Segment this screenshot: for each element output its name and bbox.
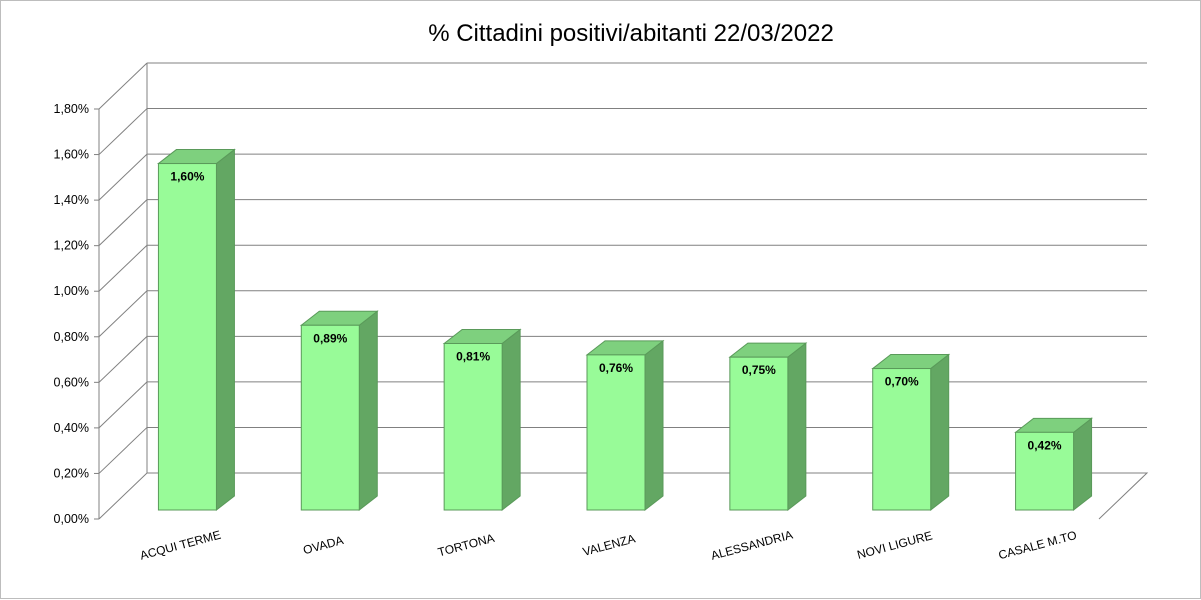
- bar-side: [215, 148, 235, 512]
- bar: 0,42%: [1014, 417, 1094, 512]
- data-label: 0,70%: [885, 375, 919, 389]
- gridline-diagonal: [98, 290, 148, 338]
- bar: 0,76%: [585, 339, 665, 512]
- bar: 1,60%: [156, 148, 236, 512]
- bars: 1,60% 0,89% 0,81% 0,76% 0,75% 0,70% 0,42%: [156, 148, 1094, 512]
- bar: 0,89%: [299, 310, 379, 512]
- bar-front: [300, 324, 360, 511]
- y-tick-label: 1,80%: [54, 102, 89, 116]
- y-tick-label: 1,60%: [54, 148, 89, 162]
- x-tick-label: OVADA: [302, 533, 345, 557]
- bar-front: [729, 356, 789, 511]
- y-tick-label: 0,00%: [54, 512, 89, 526]
- gridline-diagonal: [98, 427, 148, 474]
- gridline-diagonal: [98, 62, 148, 110]
- gridline-diagonal: [98, 244, 148, 292]
- bar-side: [358, 310, 378, 512]
- y-tick-label: 0,40%: [54, 421, 89, 435]
- x-tick-label: ALESSANDRIA: [709, 528, 794, 563]
- bar: 0,75%: [728, 342, 808, 512]
- gridline-diagonal: [98, 199, 148, 247]
- data-label: 0,42%: [1028, 438, 1062, 452]
- x-tick-label: TORTONA: [436, 531, 496, 560]
- gridline-diagonal: [98, 335, 148, 383]
- bar-front: [1015, 431, 1075, 511]
- bar: 0,70%: [871, 353, 951, 512]
- y-axis-ticks: 0,00% 0,20% 0,40% 0,60% 0,80% 1,00% 1,20% 1,40%…: [54, 102, 99, 526]
- bar-side: [930, 353, 950, 512]
- y-tick-label: 1,20%: [54, 239, 89, 253]
- gridline-diagonal: [98, 381, 148, 429]
- y-tick-label: 0,20%: [54, 466, 89, 480]
- bar: 0,81%: [442, 328, 522, 512]
- y-tick-label: 0,60%: [54, 375, 89, 389]
- bar-front: [586, 354, 646, 511]
- x-tick-label: VALENZA: [581, 531, 637, 558]
- data-label: 1,60%: [170, 170, 204, 184]
- x-tick-label: NOVI LIGURE: [856, 528, 934, 562]
- bar-front: [443, 343, 503, 511]
- data-label: 0,76%: [599, 361, 633, 375]
- bar-front: [872, 368, 932, 511]
- y-tick-label: 1,40%: [54, 193, 89, 207]
- data-label: 0,81%: [456, 350, 490, 364]
- chart-title: % Cittadini positivi/abitanti 22/03/2022: [428, 20, 834, 47]
- y-tick-label: 1,00%: [54, 284, 89, 298]
- x-axis-labels: ACQUI TERME OVADA TORTONA VALENZA ALESSANDRI…: [138, 528, 1078, 563]
- x-tick-label: ACQUI TERME: [138, 528, 222, 563]
- bar-side: [787, 342, 807, 512]
- y-tick-label: 0,80%: [54, 330, 89, 344]
- data-label: 0,75%: [742, 363, 776, 377]
- bar-side: [1073, 417, 1093, 512]
- bar-side: [644, 339, 664, 512]
- bar-front: [157, 163, 217, 511]
- gridline-diagonal: [98, 153, 148, 201]
- x-tick-label: CASALE M.TO: [997, 528, 1078, 562]
- bar-side: [501, 328, 521, 512]
- gridline-diagonal: [98, 108, 148, 155]
- data-label: 0,89%: [313, 331, 347, 345]
